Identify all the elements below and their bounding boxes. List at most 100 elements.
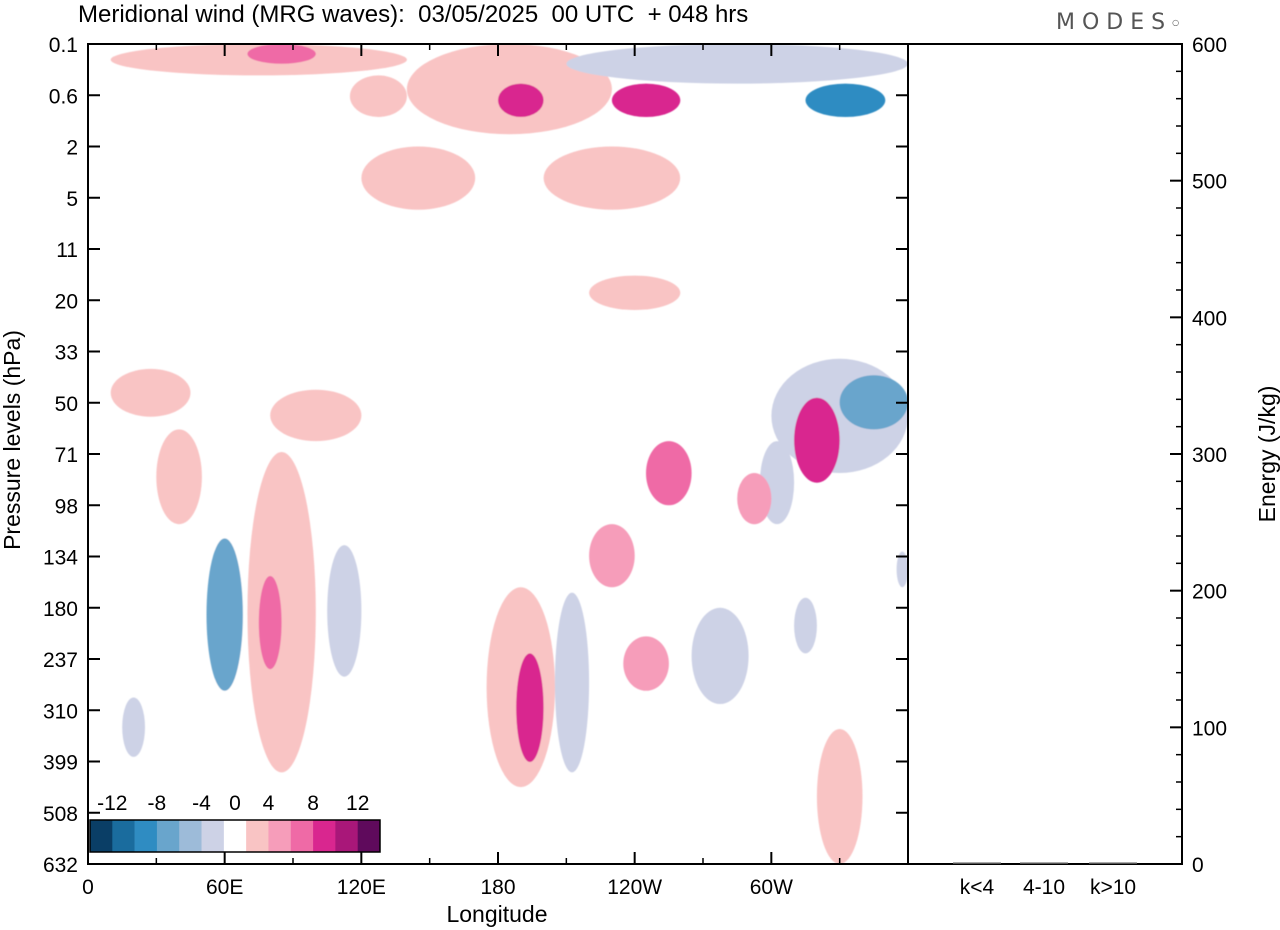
- logo-text: MODES: [1056, 10, 1173, 35]
- y-tick-label: 5: [66, 188, 78, 211]
- colorbar-swatch: [268, 820, 292, 852]
- contour-region-negative: [197, 90, 282, 147]
- contour-region-negative: [327, 545, 362, 677]
- y-axis-label: Pressure levels (hPa): [0, 330, 25, 550]
- y-tick-label: 33: [55, 342, 78, 365]
- y-tick-label: 71: [55, 444, 78, 467]
- chart-title: Meridional wind (MRG waves): 03/05/2025 …: [78, 1, 749, 28]
- energy-tick-label: 500: [1192, 171, 1227, 194]
- contour-region-positive: [623, 636, 669, 691]
- contour-region-positive: [737, 473, 772, 525]
- y-tick-label: 237: [43, 649, 78, 672]
- colorbar-swatch: [134, 820, 158, 852]
- contour-region-positive: [516, 653, 544, 762]
- energy-tick-label: 0: [1192, 854, 1204, 877]
- energy-axis-label: Energy (J/kg): [1254, 386, 1280, 523]
- colorbar-label: -12: [97, 792, 127, 815]
- colorbar-swatch: [290, 820, 314, 852]
- contour-region-positive: [816, 729, 863, 864]
- contour-region-negative: [805, 83, 886, 118]
- x-tick-label: 120W: [607, 876, 662, 899]
- y-tick-label: 98: [55, 495, 78, 518]
- contour-region-positive: [498, 83, 544, 118]
- contour-region-positive: [589, 524, 635, 588]
- x-axis-label: Longitude: [446, 901, 547, 927]
- heatmap-contours: [110, 44, 908, 864]
- contour-region-positive: [247, 44, 316, 64]
- contour-region-positive: [110, 368, 191, 417]
- energy-category-label: 4-10: [1023, 876, 1065, 899]
- x-tick-label: 0: [82, 876, 94, 899]
- x-tick-label: 60E: [206, 876, 243, 899]
- contour-region-negative: [794, 597, 817, 654]
- x-tick-label: 60W: [750, 876, 793, 899]
- colorbar-swatch: [90, 820, 113, 852]
- colorbar-label: 0: [229, 792, 241, 815]
- energy-bar: [953, 862, 1001, 864]
- colorbar-swatch: [201, 820, 225, 852]
- energy-panel-frame: [907, 43, 1183, 865]
- y-tick-label: 508: [43, 803, 78, 826]
- colorbar-label: 4: [263, 792, 275, 815]
- contour-region-positive: [589, 275, 681, 310]
- energy-tick-label: 400: [1192, 307, 1227, 330]
- contour-region-negative: [372, 451, 430, 501]
- y-tick-label: 0.6: [49, 85, 78, 108]
- contour-region-positive: [270, 389, 362, 442]
- y-tick-label: 0.1: [49, 34, 78, 57]
- y-tick-label: 134: [43, 547, 78, 570]
- contour-region-negative: [896, 551, 908, 588]
- energy-category-label: k>10: [1090, 876, 1136, 899]
- colorbar-label: -8: [148, 792, 167, 815]
- energy-tick-label: 100: [1192, 717, 1227, 740]
- y-tick-label: 310: [43, 700, 78, 723]
- energy-category-label: k<4: [960, 876, 995, 899]
- contour-region-positive: [794, 397, 840, 483]
- energy-tick-label: 200: [1192, 581, 1227, 604]
- contour-region-positive: [361, 146, 476, 210]
- energy-bars: k<4 4-10 k>10: [953, 862, 1137, 899]
- contour-region-negative: [327, 219, 373, 264]
- colorbar-swatch: [179, 820, 202, 852]
- contour-region-positive: [156, 429, 202, 525]
- colorbar-swatch: [357, 820, 381, 852]
- colorbar-frame: [89, 819, 381, 853]
- contour-region-positive: [611, 83, 681, 118]
- colorbar-swatch: [313, 820, 336, 852]
- colorbar-swatch: [112, 820, 135, 852]
- energy-tick-label: 600: [1192, 34, 1227, 57]
- contour-region-positive: [258, 576, 282, 670]
- energy-bar: [1020, 862, 1068, 864]
- energy-tick-label: 300: [1192, 444, 1227, 467]
- contour-region-negative: [144, 185, 214, 229]
- y-tick-label: 50: [55, 393, 78, 416]
- x-tick-label: 180: [480, 876, 515, 899]
- colorbar-label: 8: [307, 792, 319, 815]
- contour-region-positive: [247, 452, 316, 773]
- y-axis: 0.1 0.6 2 5 11 20 33 50 71 98 134 180 237 310 399 508 63…: [43, 34, 908, 877]
- x-tick-label: 120E: [337, 876, 386, 899]
- y-tick-label: 399: [43, 752, 78, 775]
- contour-region-negative: [839, 375, 908, 430]
- y-tick-label: 180: [43, 598, 78, 621]
- modes-logo: MODES○: [1056, 10, 1180, 35]
- colorbar-swatch: [246, 820, 269, 852]
- energy-bar: [1089, 862, 1137, 864]
- contour-region-negative: [566, 44, 908, 84]
- colorbar-label: -4: [192, 792, 211, 815]
- colorbar-label: 12: [346, 792, 369, 815]
- x-axis: 0 60E 120E 180 120W 60W: [82, 44, 841, 899]
- y-tick-label: 20: [55, 290, 78, 313]
- colorbar-swatch: [335, 820, 358, 852]
- contour-region-positive: [646, 441, 692, 506]
- contour-region-positive: [543, 146, 681, 210]
- y-tick-label: 632: [43, 854, 78, 877]
- colorbar-swatch: [223, 820, 247, 852]
- contour-region-negative: [122, 697, 145, 757]
- colorbar-swatch: [156, 820, 180, 852]
- contour-region-negative: [452, 291, 499, 319]
- energy-axis: 0 100 200 300 400 500 600: [1170, 34, 1227, 877]
- y-tick-label: 11: [56, 239, 78, 262]
- colorbar: -12 -8 -4 0 4 8 12: [89, 792, 381, 853]
